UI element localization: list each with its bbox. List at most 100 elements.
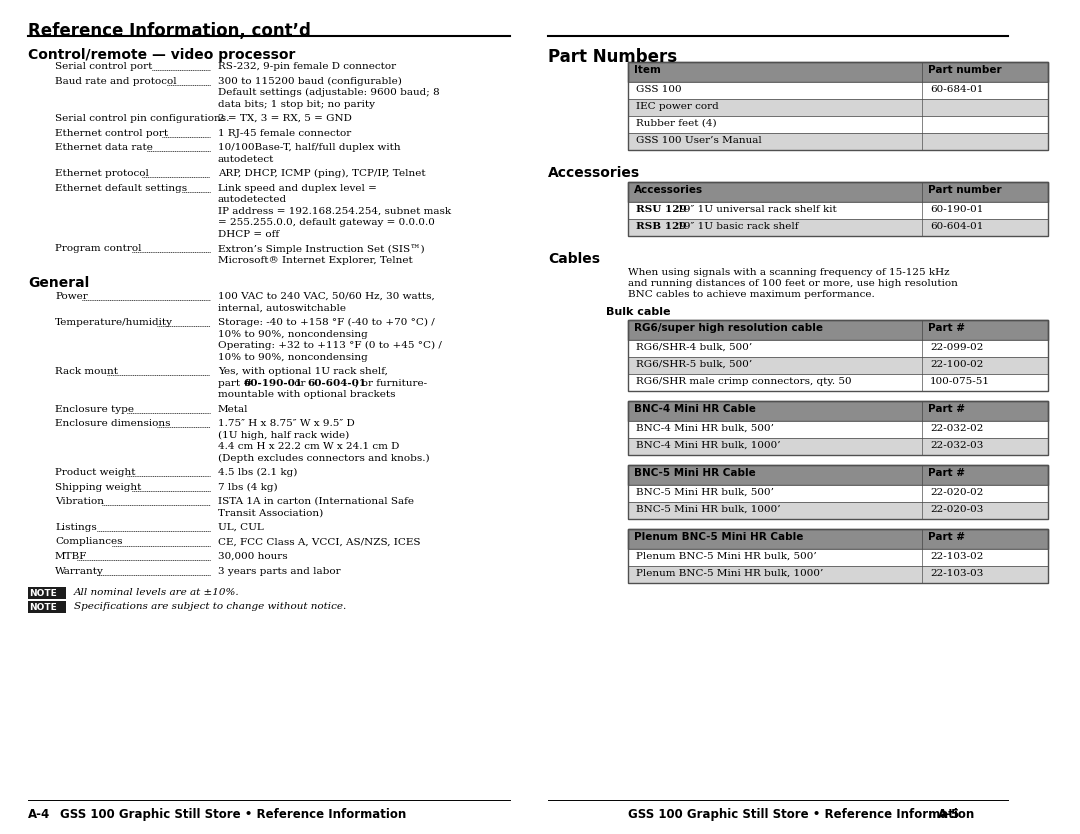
Text: Plenum BNC-5 Mini HR bulk, 1000’: Plenum BNC-5 Mini HR bulk, 1000’ (636, 569, 823, 578)
Text: Enclosure dimensions: Enclosure dimensions (55, 419, 171, 428)
Text: Part #: Part # (928, 468, 966, 478)
Bar (627, 465, 1048, 519)
Bar (627, 320, 1048, 391)
Bar (627, 182, 1048, 202)
Text: (1U high, half rack wide): (1U high, half rack wide) (218, 430, 349, 440)
Text: Plenum BNC-5 Mini HR bulk, 500’: Plenum BNC-5 Mini HR bulk, 500’ (636, 552, 816, 561)
Text: RG6/SHR-5 bulk, 500’: RG6/SHR-5 bulk, 500’ (636, 360, 753, 369)
Text: Part #: Part # (928, 532, 966, 542)
Text: Transit Association): Transit Association) (218, 509, 323, 518)
Text: NOTE: NOTE (29, 589, 57, 597)
Text: Program control: Program control (55, 244, 141, 253)
Bar (627, 182, 1048, 236)
Text: RS-232, 9-pin female D connector: RS-232, 9-pin female D connector (218, 62, 396, 71)
Bar (627, 62, 1048, 82)
Text: Default settings (adjustable: 9600 baud; 8: Default settings (adjustable: 9600 baud;… (218, 88, 440, 97)
Text: Power: Power (55, 292, 87, 301)
Text: Ethernet protocol: Ethernet protocol (55, 169, 149, 178)
Text: DHCP = off: DHCP = off (218, 229, 279, 239)
Text: (Depth excludes connectors and knobs.): (Depth excludes connectors and knobs.) (218, 454, 430, 463)
Bar (28, 601, 66, 613)
Bar (627, 401, 1048, 455)
Text: RG6/SHR-4 bulk, 500’: RG6/SHR-4 bulk, 500’ (636, 343, 753, 352)
Text: Part number: Part number (928, 185, 1001, 195)
Text: 60-190-01: 60-190-01 (930, 205, 984, 214)
Text: RSB 129: RSB 129 (636, 222, 687, 231)
Text: 22-103-03: 22-103-03 (930, 569, 984, 578)
Text: part #: part # (218, 379, 252, 388)
Text: RSU 129: RSU 129 (636, 205, 687, 214)
Text: ARP, DHCP, ICMP (ping), TCP/IP, Telnet: ARP, DHCP, ICMP (ping), TCP/IP, Telnet (218, 169, 426, 178)
Text: ; or furniture-: ; or furniture- (354, 379, 427, 388)
Text: RG6/SHR male crimp connectors, qty. 50: RG6/SHR male crimp connectors, qty. 50 (636, 377, 852, 386)
Bar (627, 320, 1048, 340)
Text: 19″ 1U universal rack shelf kit: 19″ 1U universal rack shelf kit (675, 205, 837, 214)
Text: Ethernet data rate: Ethernet data rate (55, 143, 153, 152)
Text: 22-020-03: 22-020-03 (930, 505, 984, 514)
Bar (627, 549, 1048, 566)
Text: Microsoft® Internet Explorer, Telnet: Microsoft® Internet Explorer, Telnet (218, 255, 413, 264)
Text: 30,000 hours: 30,000 hours (218, 552, 287, 561)
Text: Part #: Part # (928, 323, 966, 333)
Text: 300 to 115200 baud (configurable): 300 to 115200 baud (configurable) (218, 77, 402, 86)
Text: IP address = 192.168.254.254, subnet mask: IP address = 192.168.254.254, subnet mas… (218, 207, 451, 215)
Text: BNC-4 Mini HR bulk, 500’: BNC-4 Mini HR bulk, 500’ (636, 424, 774, 433)
Text: Cables: Cables (548, 252, 600, 266)
Text: Link speed and duplex level =: Link speed and duplex level = (218, 183, 377, 193)
Bar (627, 116, 1048, 133)
Text: 4.5 lbs (2.1 kg): 4.5 lbs (2.1 kg) (218, 468, 297, 477)
Text: ISTA 1A in carton (International Safe: ISTA 1A in carton (International Safe (218, 497, 414, 506)
Text: 3 years parts and labor: 3 years parts and labor (218, 566, 340, 575)
Bar (627, 401, 1048, 421)
Text: 22-103-02: 22-103-02 (930, 552, 984, 561)
Text: autodetect: autodetect (218, 154, 274, 163)
Text: Storage: -40 to +158 °F (-40 to +70 °C) /: Storage: -40 to +158 °F (-40 to +70 °C) … (218, 318, 435, 327)
Text: General: General (28, 276, 90, 290)
Text: mountable with optional brackets: mountable with optional brackets (218, 390, 395, 399)
Text: internal, autoswitchable: internal, autoswitchable (218, 304, 346, 313)
Text: Product weight: Product weight (55, 468, 135, 477)
Text: UL, CUL: UL, CUL (218, 523, 264, 532)
Text: Temperature/humidity: Temperature/humidity (55, 318, 173, 327)
Bar (627, 529, 1048, 549)
Text: Rack mount: Rack mount (55, 367, 118, 376)
Bar (627, 465, 1048, 485)
Text: = 255.255.0.0, default gateway = 0.0.0.0: = 255.255.0.0, default gateway = 0.0.0.0 (218, 218, 435, 227)
Bar (627, 133, 1048, 150)
Text: 7 lbs (4 kg): 7 lbs (4 kg) (218, 483, 278, 491)
Text: Accessories: Accessories (634, 185, 703, 195)
Text: 22-099-02: 22-099-02 (930, 343, 984, 352)
Bar (627, 502, 1048, 519)
Text: A-5: A-5 (939, 808, 960, 821)
Text: BNC-5 Mini HR bulk, 500’: BNC-5 Mini HR bulk, 500’ (636, 488, 774, 497)
Text: GSS 100 Graphic Still Store • Reference Information: GSS 100 Graphic Still Store • Reference … (627, 808, 974, 821)
Bar (627, 438, 1048, 455)
Text: 2 = TX, 3 = RX, 5 = GND: 2 = TX, 3 = RX, 5 = GND (218, 114, 352, 123)
Text: Serial control port: Serial control port (55, 62, 152, 71)
Text: 4.4 cm H x 22.2 cm W x 24.1 cm D: 4.4 cm H x 22.2 cm W x 24.1 cm D (218, 442, 400, 451)
Text: GSS 100: GSS 100 (636, 85, 681, 94)
Text: 1.75″ H x 8.75″ W x 9.5″ D: 1.75″ H x 8.75″ W x 9.5″ D (218, 419, 354, 428)
Text: Ethernet default settings: Ethernet default settings (55, 183, 187, 193)
Text: 10% to 90%, noncondensing: 10% to 90%, noncondensing (218, 353, 368, 361)
Text: Baud rate and protocol: Baud rate and protocol (55, 77, 177, 86)
Text: IEC power cord: IEC power cord (636, 102, 719, 111)
Text: CE, FCC Class A, VCCI, AS/NZS, ICES: CE, FCC Class A, VCCI, AS/NZS, ICES (218, 537, 420, 546)
Bar (627, 340, 1048, 357)
Bar (627, 202, 1048, 219)
Text: 22-032-02: 22-032-02 (930, 424, 984, 433)
Text: Operating: +32 to +113 °F (0 to +45 °C) /: Operating: +32 to +113 °F (0 to +45 °C) … (218, 341, 442, 350)
Text: Part Numbers: Part Numbers (548, 48, 677, 66)
Text: or: or (291, 379, 309, 388)
Text: Rubber feet (4): Rubber feet (4) (636, 119, 717, 128)
Text: 22-032-03: 22-032-03 (930, 441, 984, 450)
Text: autodetected: autodetected (218, 195, 287, 204)
Text: BNC-5 Mini HR Cable: BNC-5 Mini HR Cable (634, 468, 756, 478)
Text: Ethernet control port: Ethernet control port (55, 128, 168, 138)
Text: 100 VAC to 240 VAC, 50/60 Hz, 30 watts,: 100 VAC to 240 VAC, 50/60 Hz, 30 watts, (218, 292, 435, 301)
Text: When using signals with a scanning frequency of 15-125 kHz: When using signals with a scanning frequ… (627, 268, 949, 277)
Text: Item: Item (634, 65, 661, 75)
Text: Serial control pin configurations.: Serial control pin configurations. (55, 114, 229, 123)
Text: BNC cables to achieve maximum performance.: BNC cables to achieve maximum performanc… (627, 290, 875, 299)
Text: Compliances: Compliances (55, 537, 122, 546)
